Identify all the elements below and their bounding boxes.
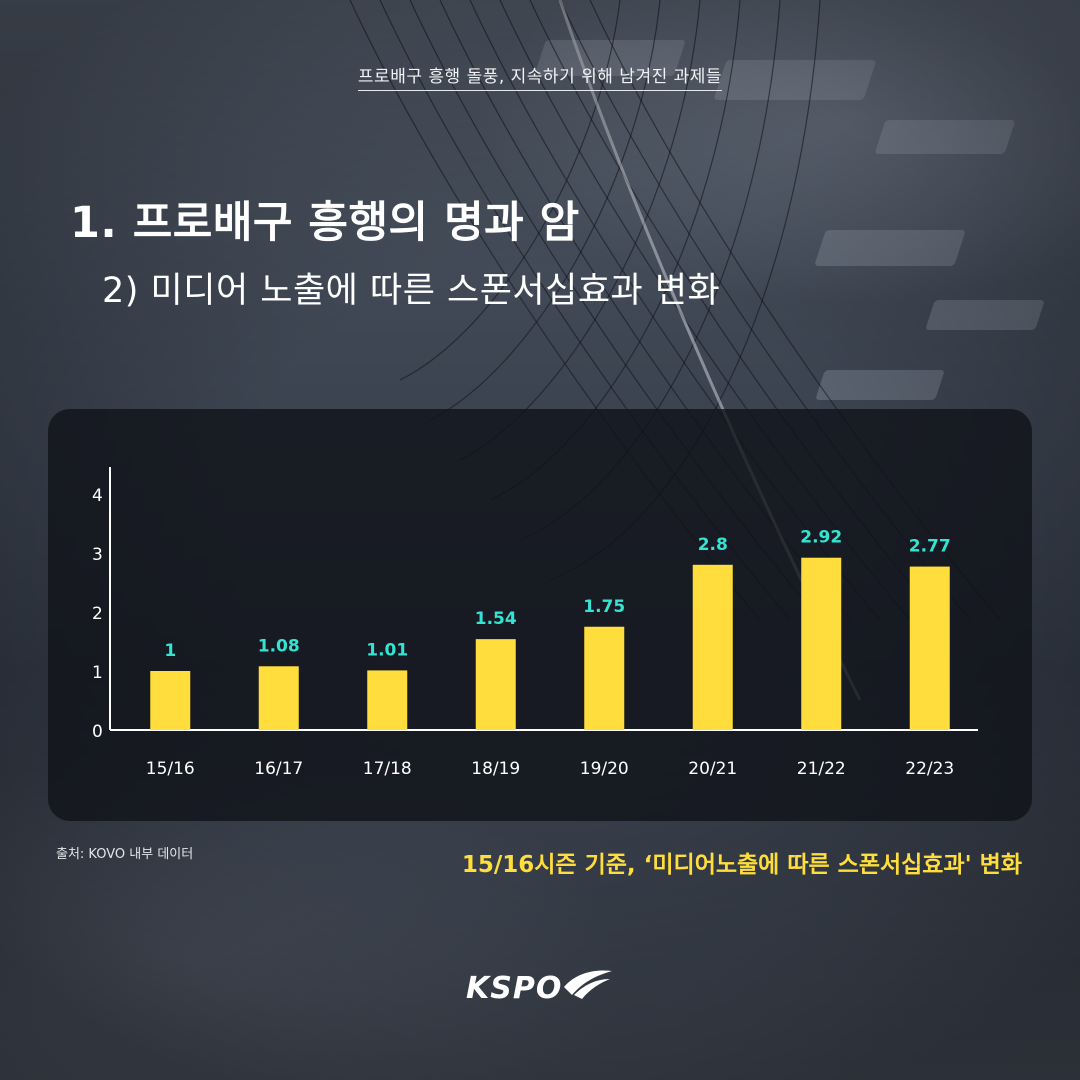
bar-18-19	[475, 639, 516, 730]
x-tick-label: 21/22	[797, 759, 846, 779]
x-tick-label: 15/16	[146, 759, 195, 779]
kspo-logo: KSPO	[466, 965, 616, 1013]
section-title: 2) 미디어 노출에 따른 스폰서십효과 변화	[102, 271, 721, 311]
bar-19-20	[584, 626, 625, 730]
data-source: 출처: KOVO 내부 데이터	[56, 847, 194, 862]
data-label: 1.08	[258, 636, 300, 656]
data-label: 2.77	[909, 537, 951, 557]
data-label: 1.54	[475, 609, 517, 629]
bar-chart: 0 1 2 3 4 1 15/16 1.08 16/17 1.01 17/18 1.54 18/19 1.…	[92, 467, 978, 779]
bar-17-18	[367, 670, 408, 730]
data-label: 2.8	[698, 535, 728, 555]
x-tick-label: 16/17	[254, 759, 303, 779]
bar-21-22	[801, 557, 842, 730]
chart-caption: 15/16시즌 기준, ‘미디어노출에 따른 스폰서십효과' 변화	[461, 852, 1022, 878]
data-label: 1	[164, 641, 176, 661]
bar-15-16	[150, 671, 191, 730]
y-tick-label: 1	[92, 663, 103, 683]
x-tick-label: 18/19	[471, 759, 520, 779]
x-tick-label: 20/21	[688, 759, 737, 779]
bar-16-17	[258, 666, 299, 730]
logo-swoosh-icon	[564, 970, 612, 999]
x-tick-label: 17/18	[363, 759, 412, 779]
y-tick-label: 2	[92, 604, 103, 624]
main-title: 1. 프로배구 흥행의 명과 암	[70, 198, 580, 248]
data-label: 1.01	[366, 640, 408, 660]
top-subtitle-text: 프로배구 흥행 돌풍, 지속하기 위해 남겨진 과제들	[357, 67, 723, 91]
top-subtitle: 프로배구 흥행 돌풍, 지속하기 위해 남겨진 과제들	[0, 62, 1080, 91]
data-label: 1.75	[583, 597, 625, 617]
bar-20-21	[692, 564, 733, 730]
y-tick-label: 4	[92, 486, 103, 506]
data-label: 2.92	[800, 528, 842, 548]
x-tick-label: 22/23	[905, 759, 954, 779]
chart-panel: 0 1 2 3 4 1 15/16 1.08 16/17 1.01 17/18 1.54 18/19 1.…	[48, 409, 1032, 821]
y-tick-label: 3	[92, 545, 103, 565]
logo-text: KSPO	[466, 971, 563, 1006]
x-tick-label: 19/20	[580, 759, 629, 779]
y-tick-label: 0	[92, 722, 103, 742]
bar-22-23	[909, 566, 950, 730]
